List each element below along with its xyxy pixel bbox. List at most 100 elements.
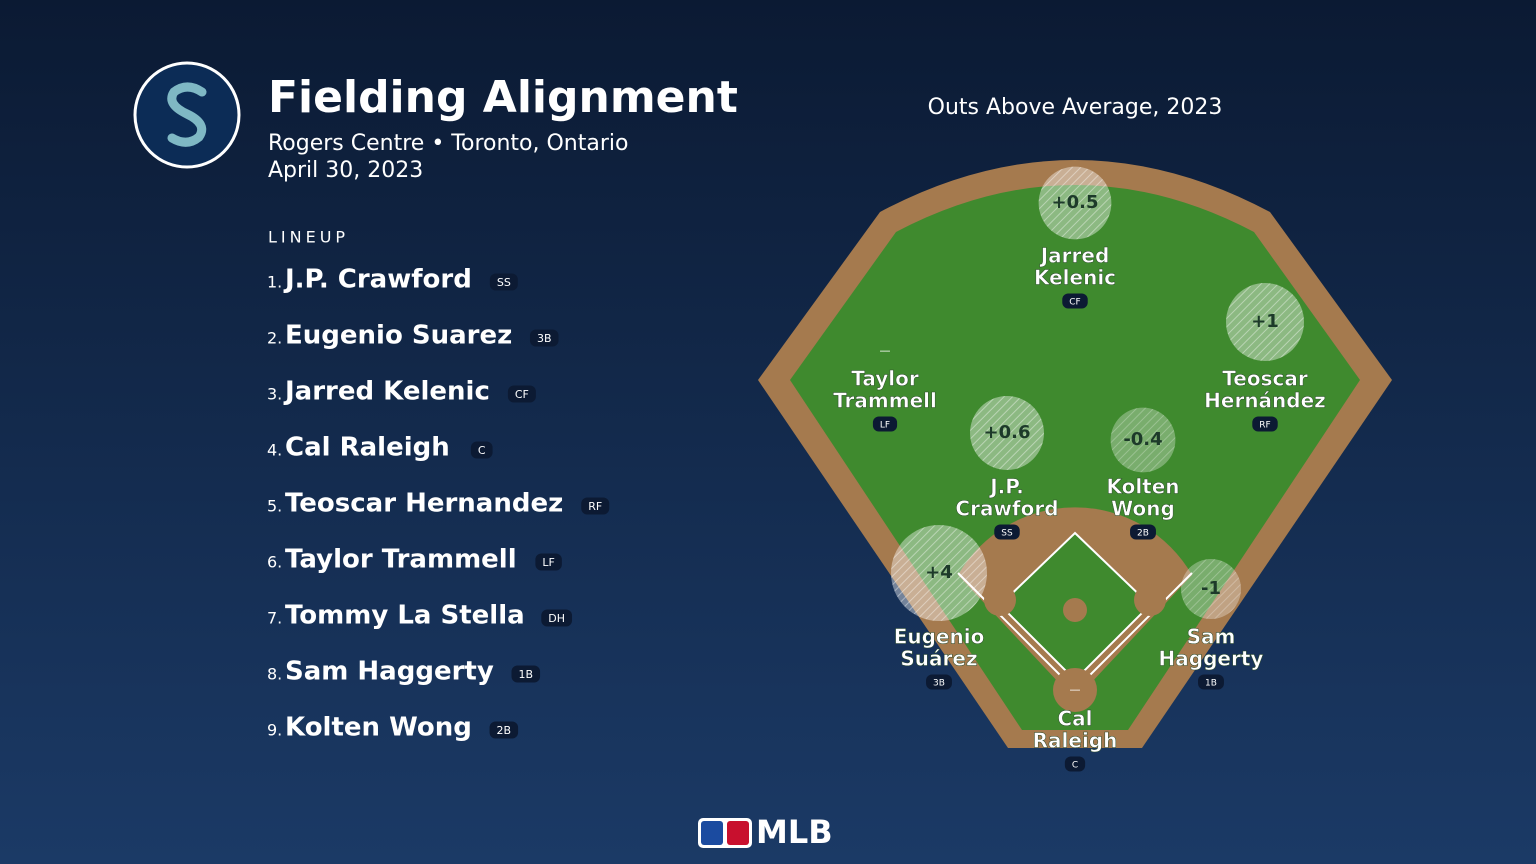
field-title: Outs Above Average, 2023: [928, 95, 1223, 120]
position-tag: SS: [489, 273, 518, 291]
position-label: CF: [515, 388, 529, 401]
tag-bg: [541, 609, 573, 627]
batting-order: 2.: [267, 329, 282, 348]
fielder-name: Suárez: [900, 647, 977, 671]
position-label: 3B: [933, 679, 945, 689]
position-label: SS: [1001, 529, 1013, 539]
position-label: C: [478, 444, 486, 457]
tag-bg: [489, 721, 519, 739]
date: April 30, 2023: [268, 158, 423, 183]
position-label: LF: [542, 556, 554, 569]
logo-mark: [167, 82, 207, 147]
fielder-name: Raleigh: [1033, 729, 1118, 753]
position-tag: 1B: [511, 665, 541, 683]
fielder-name: Kelenic: [1034, 266, 1116, 290]
tag-bg: [581, 497, 610, 515]
batter-name: Sam Haggerty: [285, 657, 494, 687]
oaa-circle: [970, 396, 1044, 470]
fielder-name: Crawford: [955, 497, 1058, 521]
title: Fielding Alignment: [268, 72, 738, 123]
position-label: C: [1072, 761, 1078, 771]
fielder-name: Trammell: [833, 389, 937, 413]
position-tag: DH: [541, 609, 573, 627]
position-tag: C: [1064, 756, 1086, 772]
batting-order: 5.: [267, 497, 282, 516]
position-label: DH: [548, 612, 565, 625]
position-label: CF: [1069, 298, 1080, 308]
batting-order: 1.: [267, 273, 282, 292]
brand: MLB: [756, 813, 833, 851]
oaa-value: —: [1070, 683, 1081, 696]
position-tag: CF: [1062, 293, 1088, 309]
batter-name: J.P. Crawford: [283, 265, 472, 295]
home-plate-area: [1053, 668, 1097, 712]
batting-order: 4.: [267, 441, 282, 460]
position-tag: 3B: [926, 674, 952, 690]
tag-bg: [1130, 524, 1156, 540]
oaa-value: +1: [1251, 311, 1279, 332]
tag-bg: [1198, 674, 1224, 690]
batter-name: Kolten Wong: [285, 713, 472, 743]
fielder-name: Eugenio: [894, 625, 985, 649]
batter-name: Teoscar Hernandez: [285, 489, 563, 519]
tag-bg: [529, 329, 559, 347]
fielder-name: Wong: [1111, 497, 1175, 521]
batter-name: Eugenio Suarez: [285, 321, 512, 351]
position-label: 1B: [519, 668, 534, 681]
oaa-circle: [891, 525, 987, 621]
position-tag: 2B: [1130, 524, 1156, 540]
position-label: LF: [880, 421, 890, 431]
tag-bg: [1252, 416, 1278, 432]
tag-bg: [489, 273, 518, 291]
fielder-name: Taylor: [851, 367, 919, 391]
position-label: 2B: [1137, 529, 1149, 539]
base-area: [984, 584, 1016, 616]
oaa-value: —: [880, 344, 891, 357]
tag-bg: [1062, 293, 1088, 309]
oaa-circle: [1110, 407, 1176, 473]
batter-name: Cal Raleigh: [285, 433, 450, 463]
oaa-circle: [1181, 559, 1241, 619]
oaa-value: -1: [1201, 578, 1221, 599]
fielder-name: Teoscar: [1222, 367, 1308, 391]
base-area: [1134, 584, 1166, 616]
position-label: 3B: [537, 332, 552, 345]
fielder-name: Sam: [1187, 625, 1236, 649]
tag-bg: [994, 524, 1020, 540]
foul-line: [1074, 572, 1193, 691]
fielder-name: Jarred: [1039, 244, 1110, 268]
tag-bg: [470, 441, 493, 459]
batting-order: 9.: [267, 721, 282, 740]
batting-order: 6.: [267, 553, 282, 572]
fielder-name: Kolten: [1106, 475, 1179, 499]
position-tag: RF: [1252, 416, 1278, 432]
position-tag: CF: [507, 385, 536, 403]
lineup-label: LINEUP: [268, 228, 349, 247]
position-tag: LF: [872, 416, 898, 432]
fielder-name: Cal: [1057, 707, 1092, 731]
fielder-name: J.P.: [988, 475, 1024, 499]
venue: Rogers Centre • Toronto, Ontario: [268, 131, 628, 156]
tag-bg: [1064, 756, 1086, 772]
oaa-circle: [1038, 166, 1112, 240]
mlb-logo-part: [701, 821, 723, 845]
position-tag: 3B: [529, 329, 559, 347]
position-tag: RF: [581, 497, 610, 515]
batting-order: 7.: [267, 609, 282, 628]
tag-bg: [511, 665, 541, 683]
oaa-value: +4: [925, 562, 953, 583]
tag-bg: [507, 385, 536, 403]
oaa-value: +0.6: [984, 422, 1031, 443]
batting-order: 8.: [267, 665, 282, 684]
fielder-name: Haggerty: [1159, 647, 1264, 671]
oaa-circle: [1226, 283, 1304, 361]
position-tag: LF: [535, 553, 562, 571]
players-layer: 1. J.P. Crawford SS2. Eugenio Suarez 3B3. Jar…: [267, 166, 1326, 772]
batter-name: Tommy La Stella: [285, 601, 525, 631]
position-tag: SS: [994, 524, 1020, 540]
position-label: SS: [497, 276, 511, 289]
tag-bg: [872, 416, 898, 432]
position-label: 1B: [1205, 679, 1217, 689]
batter-name: Jarred Kelenic: [283, 377, 490, 407]
